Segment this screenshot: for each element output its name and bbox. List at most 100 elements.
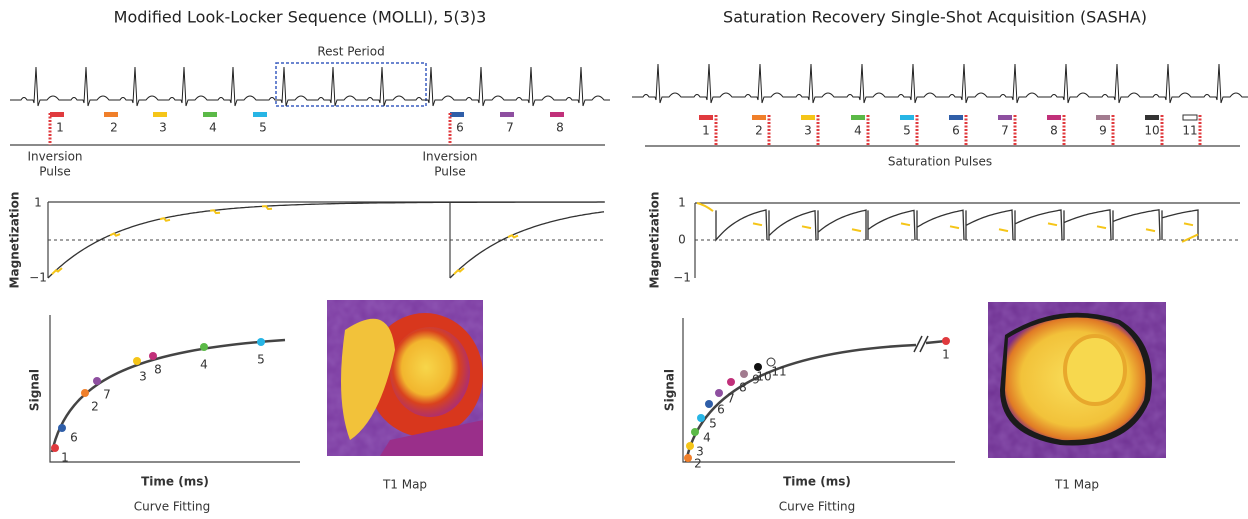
point-label: 6	[70, 431, 78, 445]
point-label: 3	[139, 370, 147, 384]
axis-label: Signal	[663, 369, 677, 411]
tick-label: 0	[678, 233, 686, 247]
pulse-number: 3	[804, 124, 812, 138]
point-label: 5	[709, 417, 717, 431]
pulse-number: 6	[952, 124, 960, 138]
pulse-number: 8	[1050, 124, 1058, 138]
data-point	[149, 352, 157, 360]
point-label: 8	[154, 363, 162, 377]
rest-label: Rest Period	[317, 45, 384, 59]
t1-map	[327, 300, 483, 456]
readout-bar	[699, 115, 713, 120]
readout-bar	[752, 115, 766, 120]
readout-bar	[1096, 115, 1110, 120]
axis-label: Time (ms)	[783, 475, 851, 489]
data-point	[257, 338, 265, 346]
inversion-label: Pulse	[434, 165, 466, 179]
tick-label: −1	[29, 271, 47, 285]
magnetization-curve	[1113, 210, 1160, 240]
readout-segment	[1146, 229, 1155, 231]
readout-segment	[262, 206, 272, 209]
point-label: 2	[694, 457, 702, 471]
pulse-number: 8	[556, 121, 564, 135]
pulse-number: 4	[209, 121, 217, 135]
magnetization-curve	[818, 210, 866, 240]
pulse-number: 1	[56, 121, 64, 135]
magnetization-curve	[917, 210, 964, 240]
readout-bar	[851, 115, 865, 120]
readout-bar	[1145, 115, 1159, 120]
data-point	[697, 414, 705, 422]
magnetization-curve	[1064, 210, 1111, 240]
fit-curve	[686, 341, 946, 462]
data-point	[740, 370, 748, 378]
data-point	[691, 428, 699, 436]
pulse-number: 6	[456, 121, 464, 135]
point-label: 1	[942, 348, 950, 362]
pulse-number: 5	[259, 121, 267, 135]
point-label: 2	[91, 400, 99, 414]
point-label: 11	[771, 365, 786, 379]
data-point	[200, 343, 208, 351]
pulse-number: 2	[110, 121, 118, 135]
data-point	[133, 357, 141, 365]
axis-break	[914, 336, 928, 352]
readout-bar	[253, 112, 267, 117]
data-point	[727, 378, 735, 386]
pulse-number: 9	[1099, 124, 1107, 138]
readout-segment	[160, 218, 170, 221]
tick-label: 1	[34, 196, 42, 210]
pulse-number: 2	[755, 124, 763, 138]
caption: T1 Map	[382, 478, 427, 492]
axis-label: Magnetization	[648, 192, 662, 289]
readout-segment	[852, 229, 861, 231]
pulse-number: 4	[854, 124, 862, 138]
caption: Curve Fitting	[779, 500, 856, 514]
point-label: 4	[200, 358, 208, 372]
data-point	[684, 454, 692, 462]
readout-bar	[203, 112, 217, 117]
readout-segment	[1048, 223, 1057, 225]
data-point	[58, 424, 66, 432]
point-label: 4	[703, 431, 711, 445]
pulse-caption: Saturation Pulses	[888, 155, 992, 169]
pulse-number: 11	[1182, 124, 1197, 138]
t1-map	[988, 302, 1166, 458]
readout-segment	[999, 229, 1008, 231]
data-point	[715, 389, 723, 397]
pulse-number: 1	[702, 124, 710, 138]
readout-bar	[900, 115, 914, 120]
pulse-number: 10	[1144, 124, 1159, 138]
readout-segment	[753, 223, 762, 225]
panel-title: Modified Look-Locker Sequence (MOLLI), 5…	[114, 8, 487, 27]
readout-bar	[50, 112, 64, 117]
ecg-trace	[632, 64, 1248, 103]
pulse-number: 5	[903, 124, 911, 138]
data-point	[942, 337, 950, 345]
magnetization-curve	[769, 210, 816, 240]
data-point	[51, 444, 59, 452]
readout-segment	[697, 203, 713, 211]
readout-segment	[950, 226, 959, 228]
inversion-label: Inversion	[27, 150, 82, 164]
readout-bar	[500, 112, 514, 117]
magnetization-curve	[450, 212, 604, 278]
readout-bar	[550, 112, 564, 117]
readout-bar	[1183, 115, 1197, 120]
inversion-label: Pulse	[39, 165, 71, 179]
caption: T1 Map	[1054, 478, 1099, 492]
readout-bar	[104, 112, 118, 117]
axis-label: Time (ms)	[141, 475, 209, 489]
tick-label: 1	[678, 196, 686, 210]
data-point	[705, 400, 713, 408]
readout-bar	[1047, 115, 1061, 120]
axis-label: Magnetization	[8, 192, 22, 289]
readout-bar	[998, 115, 1012, 120]
magnetization-curve	[966, 210, 1013, 240]
readout-segment	[1184, 223, 1193, 225]
readout-segment	[1182, 234, 1198, 241]
point-label: 10	[756, 370, 771, 384]
readout-bar	[153, 112, 167, 117]
point-label: 5	[257, 353, 265, 367]
readout-segment	[802, 226, 811, 228]
